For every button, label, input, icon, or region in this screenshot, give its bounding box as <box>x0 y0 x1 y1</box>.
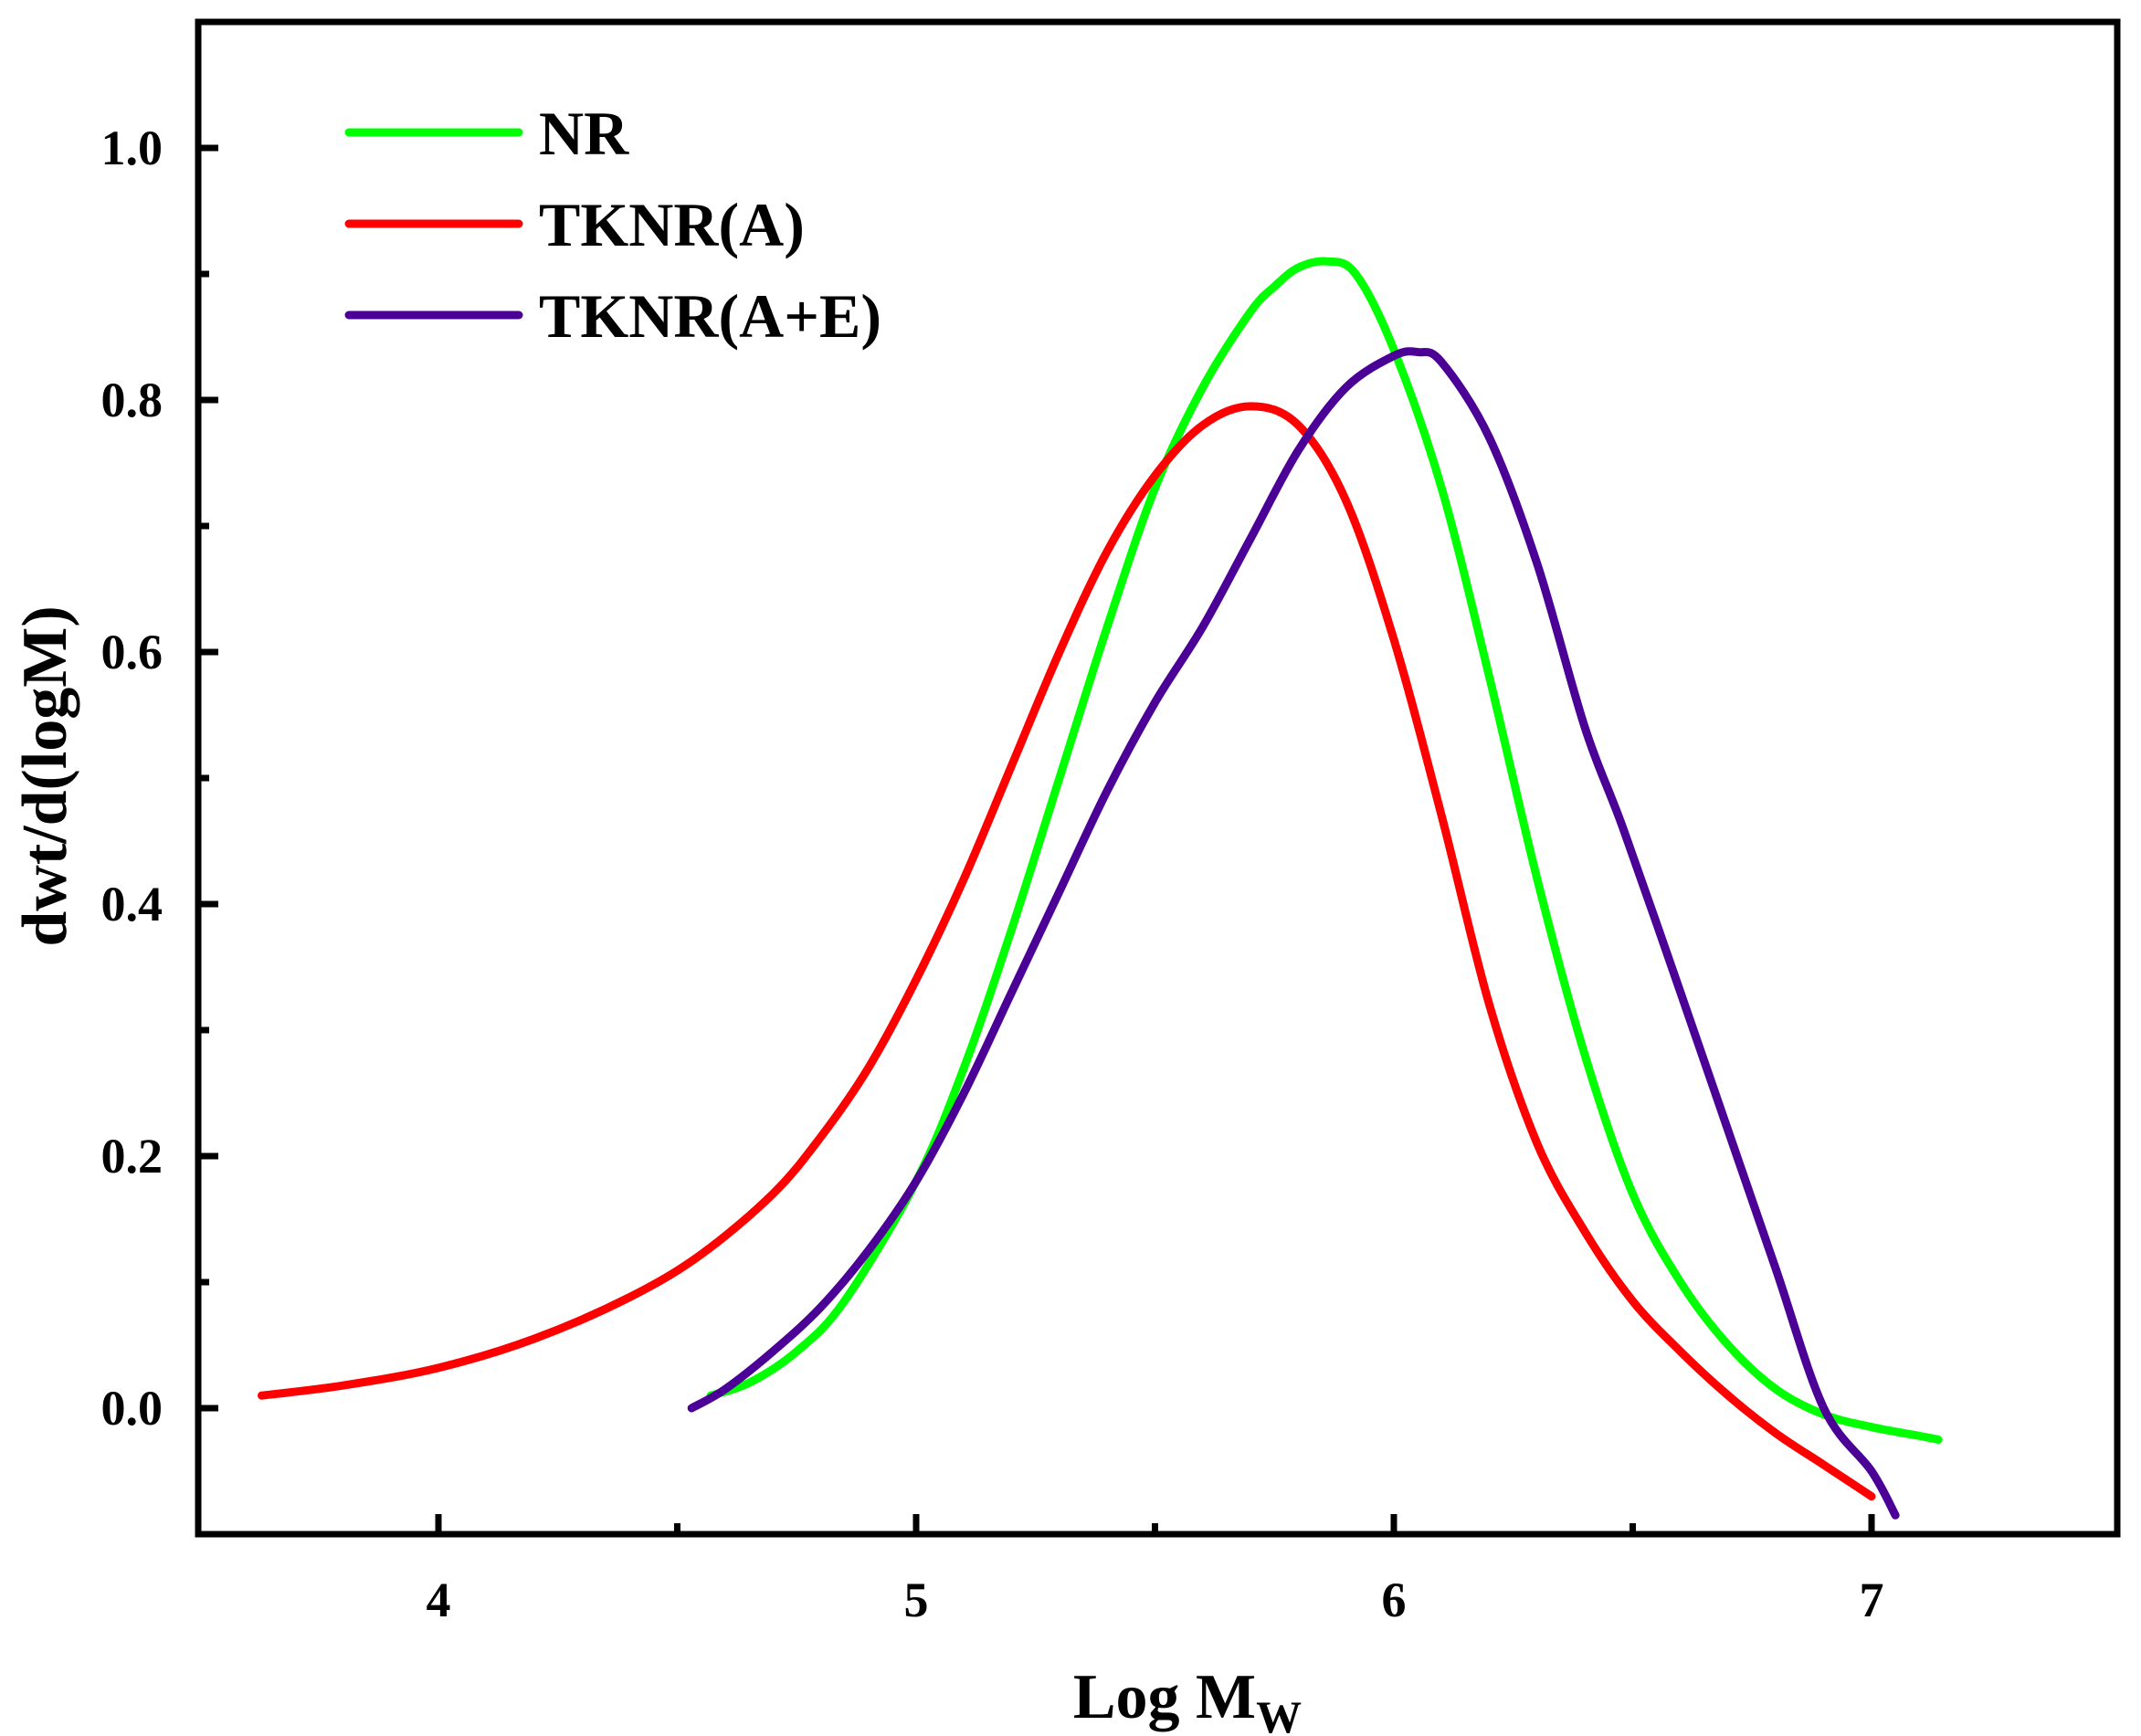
x-axis-title-subscript: W <box>1256 1691 1302 1736</box>
y-tick-label: 0.8 <box>101 373 163 427</box>
x-tick-label: 4 <box>427 1573 451 1627</box>
legend-item-tknr-a-e: TKNR(A+E) <box>344 281 881 351</box>
series-line-tknr-a <box>257 402 1876 1501</box>
legend-item-nr: NR <box>344 99 629 168</box>
y-tick-label: 1.0 <box>101 121 163 175</box>
y-tick-label: 0.0 <box>101 1381 163 1436</box>
tick-label-layer: 4 5 6 7 0.0 0.2 0.4 0.6 0.8 1.0 <box>101 121 1884 1627</box>
y-tick-label: 0.2 <box>101 1129 163 1184</box>
x-tick-label: 6 <box>1382 1573 1407 1627</box>
tick-layer <box>198 144 1875 1534</box>
series-layer <box>257 257 1943 1520</box>
legend-label-tknr-a: TKNR(A) <box>539 190 805 259</box>
series-line-tknr-a-e <box>687 347 1900 1520</box>
legend-item-tknr-a: TKNR(A) <box>344 190 805 259</box>
legend-label-nr: NR <box>539 99 629 168</box>
legend-label-tknr-a-e: TKNR(A+E) <box>539 281 881 351</box>
y-axis-title: dwt/d(logM) <box>10 605 80 946</box>
y-tick-label: 0.6 <box>101 625 163 679</box>
x-tick-label: 5 <box>904 1573 929 1627</box>
x-axis-title-main: Log M <box>1073 1662 1256 1732</box>
y-tick-label: 0.4 <box>101 877 163 931</box>
x-tick-label: 7 <box>1860 1573 1884 1627</box>
x-axis-title: Log MW <box>1073 1662 1302 1736</box>
series-line-nr <box>706 257 1943 1444</box>
legend: NR TKNR(A) TKNR(A+E) <box>344 99 881 351</box>
